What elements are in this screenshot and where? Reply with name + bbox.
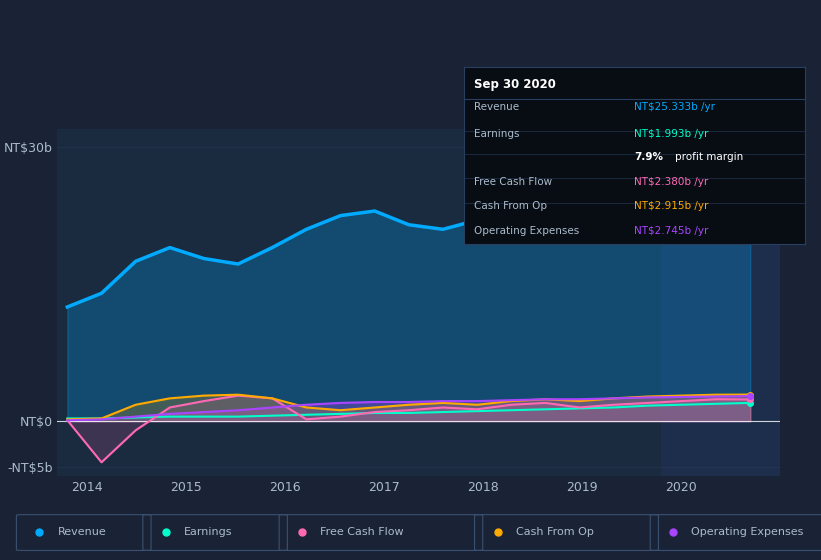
Text: Cash From Op: Cash From Op xyxy=(516,527,594,537)
Text: Free Cash Flow: Free Cash Flow xyxy=(474,176,553,186)
Text: Cash From Op: Cash From Op xyxy=(474,201,547,211)
Text: Earnings: Earnings xyxy=(184,527,232,537)
Text: Sep 30 2020: Sep 30 2020 xyxy=(474,78,556,91)
Text: Earnings: Earnings xyxy=(474,129,520,139)
Bar xyxy=(661,129,780,476)
Text: Operating Expenses: Operating Expenses xyxy=(474,226,580,236)
Text: NT$2.915b /yr: NT$2.915b /yr xyxy=(635,201,709,211)
Text: Revenue: Revenue xyxy=(57,527,106,537)
Text: NT$2.380b /yr: NT$2.380b /yr xyxy=(635,176,709,186)
Text: NT$25.333b /yr: NT$25.333b /yr xyxy=(635,102,715,113)
Text: profit margin: profit margin xyxy=(675,152,743,162)
Text: NT$2.745b /yr: NT$2.745b /yr xyxy=(635,226,709,236)
Text: Revenue: Revenue xyxy=(474,102,519,113)
Text: 7.9%: 7.9% xyxy=(635,152,663,162)
Text: NT$1.993b /yr: NT$1.993b /yr xyxy=(635,129,709,139)
Text: Free Cash Flow: Free Cash Flow xyxy=(320,527,404,537)
Text: Operating Expenses: Operating Expenses xyxy=(691,527,804,537)
